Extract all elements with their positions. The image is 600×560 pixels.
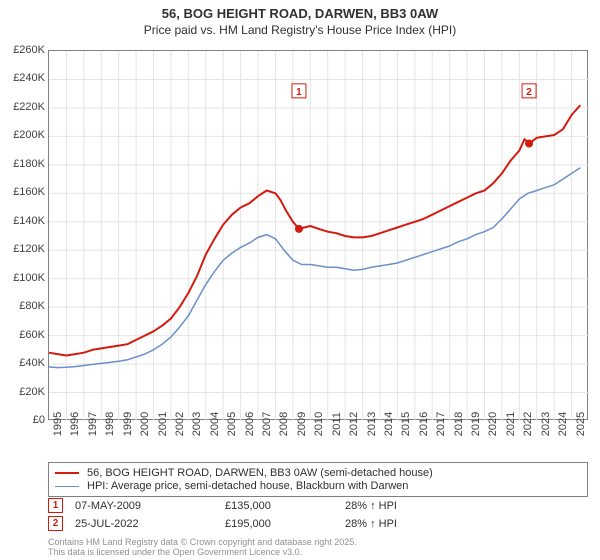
y-tick-label: £140K (13, 215, 45, 227)
x-tick-label: 2020 (487, 412, 499, 436)
x-tick-label: 2010 (313, 412, 325, 436)
x-tick-label: 2011 (331, 412, 343, 436)
y-tick-label: £160K (13, 186, 45, 198)
x-tick-label: 2021 (505, 412, 517, 436)
x-tick-label: 2005 (226, 412, 238, 436)
x-tick-label: 2012 (348, 412, 360, 436)
footer-line2: This data is licensed under the Open Gov… (48, 548, 357, 558)
y-tick-label: £60K (19, 329, 45, 341)
legend-swatch (55, 486, 79, 487)
y-tick-label: £220K (13, 101, 45, 113)
x-tick-label: 2018 (453, 412, 465, 436)
y-tick-label: £120K (13, 243, 45, 255)
y-tick-label: £100K (13, 272, 45, 284)
plot-svg: 12 (49, 51, 589, 421)
legend-row: 56, BOG HEIGHT ROAD, DARWEN, BB3 0AW (se… (55, 467, 581, 479)
x-tick-label: 2000 (139, 412, 151, 436)
legend-row: HPI: Average price, semi-detached house,… (55, 480, 581, 492)
title-block: 56, BOG HEIGHT ROAD, DARWEN, BB3 0AW Pri… (0, 0, 600, 37)
plot-area: 12 (48, 50, 588, 420)
x-tick-label: 2013 (366, 412, 378, 436)
svg-text:1: 1 (296, 87, 302, 98)
transaction-price: £195,000 (225, 518, 345, 530)
x-tick-label: 1997 (87, 412, 99, 436)
x-tick-label: 2009 (296, 412, 308, 436)
legend-label: 56, BOG HEIGHT ROAD, DARWEN, BB3 0AW (se… (87, 467, 433, 479)
y-tick-label: £240K (13, 72, 45, 84)
x-tick-label: 2016 (418, 412, 430, 436)
transaction-price: £135,000 (225, 500, 345, 512)
footer-attribution: Contains HM Land Registry data © Crown c… (48, 538, 357, 558)
x-tick-label: 2022 (522, 412, 534, 436)
transaction-row: 1 07-MAY-2009£135,00028% ↑ HPI (48, 498, 588, 513)
chart-container: 56, BOG HEIGHT ROAD, DARWEN, BB3 0AW Pri… (0, 0, 600, 560)
x-tick-label: 1996 (69, 412, 81, 436)
x-tick-label: 1995 (52, 412, 64, 436)
transaction-date: 25-JUL-2022 (75, 518, 225, 530)
legend-label: HPI: Average price, semi-detached house,… (87, 480, 408, 492)
legend-swatch (55, 472, 79, 474)
x-tick-label: 2001 (157, 412, 169, 436)
x-tick-label: 2008 (278, 412, 290, 436)
y-tick-label: £0 (33, 414, 45, 426)
x-tick-label: 2017 (435, 412, 447, 436)
transaction-change: 28% ↑ HPI (345, 500, 465, 512)
transaction-change: 28% ↑ HPI (345, 518, 465, 530)
chart-subtitle: Price paid vs. HM Land Registry's House … (0, 23, 600, 37)
x-tick-label: 1999 (122, 412, 134, 436)
y-tick-label: £40K (19, 357, 45, 369)
x-tick-label: 2004 (209, 412, 221, 436)
x-tick-label: 2023 (540, 412, 552, 436)
x-tick-label: 2002 (174, 412, 186, 436)
x-tick-label: 1998 (104, 412, 116, 436)
x-tick-label: 2025 (575, 412, 587, 436)
x-tick-label: 2015 (400, 412, 412, 436)
x-tick-label: 2007 (261, 412, 273, 436)
transaction-row: 2 25-JUL-2022£195,00028% ↑ HPI (48, 516, 588, 531)
x-tick-label: 2019 (470, 412, 482, 436)
y-tick-label: £180K (13, 158, 45, 170)
x-tick-label: 2003 (191, 412, 203, 436)
y-tick-label: £80K (19, 300, 45, 312)
chart-title: 56, BOG HEIGHT ROAD, DARWEN, BB3 0AW (0, 6, 600, 21)
x-tick-label: 2014 (383, 412, 395, 436)
transaction-date: 07-MAY-2009 (75, 500, 225, 512)
y-tick-label: £200K (13, 129, 45, 141)
x-tick-label: 2006 (244, 412, 256, 436)
legend: 56, BOG HEIGHT ROAD, DARWEN, BB3 0AW (se… (48, 462, 588, 497)
y-tick-label: £260K (13, 44, 45, 56)
transaction-marker: 2 (48, 516, 63, 531)
y-tick-label: £20K (19, 386, 45, 398)
svg-text:2: 2 (526, 87, 532, 98)
transaction-marker: 1 (48, 498, 63, 513)
x-tick-label: 2024 (557, 412, 569, 436)
